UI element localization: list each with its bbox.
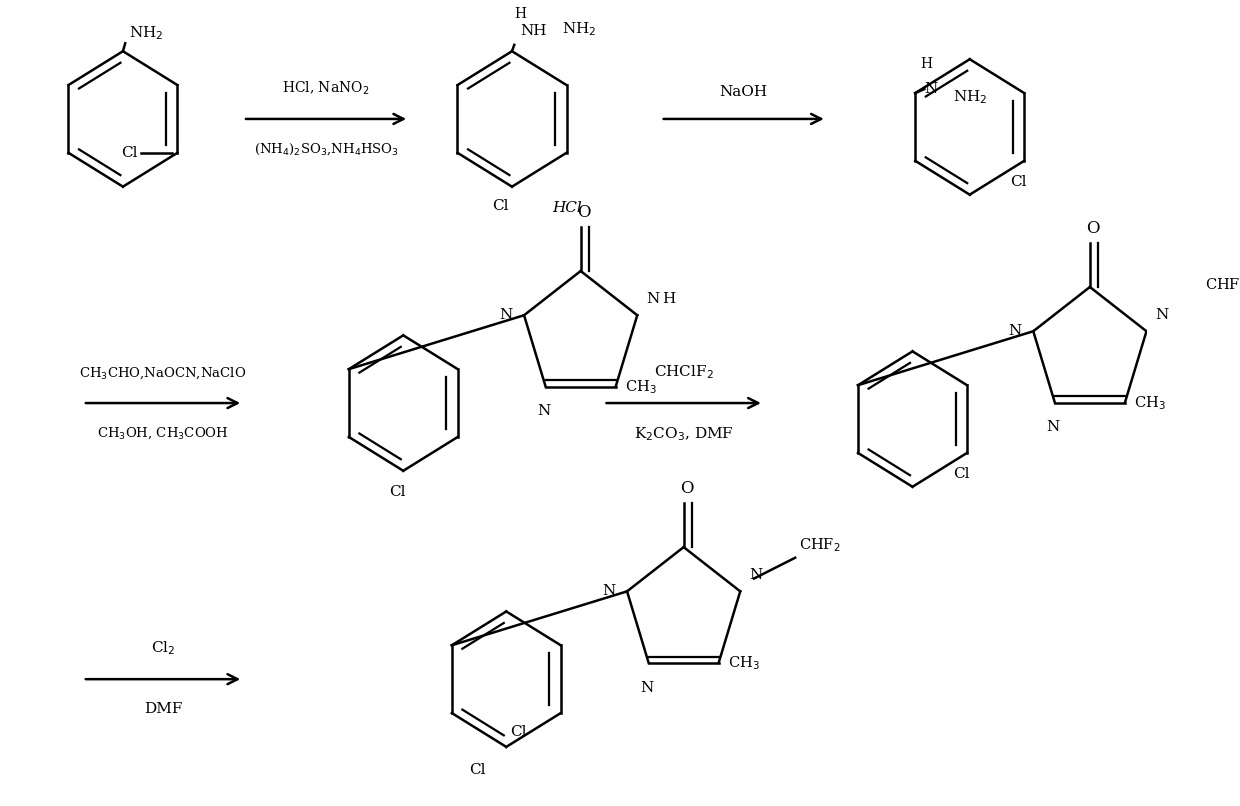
Text: O: O bbox=[681, 480, 694, 496]
Text: H: H bbox=[662, 292, 676, 305]
Text: O: O bbox=[1086, 219, 1100, 237]
Text: N: N bbox=[924, 82, 937, 96]
Text: CH$_3$CHO,NaOCN,NaClO: CH$_3$CHO,NaOCN,NaClO bbox=[79, 365, 247, 380]
Text: H: H bbox=[920, 57, 932, 72]
Text: CHF$_2$: CHF$_2$ bbox=[799, 536, 841, 554]
Text: Cl: Cl bbox=[492, 198, 508, 213]
Text: NH$_2$: NH$_2$ bbox=[954, 88, 987, 106]
Text: CH$_3$: CH$_3$ bbox=[728, 654, 760, 671]
Text: HCl: HCl bbox=[552, 201, 582, 215]
Text: (NH$_4$)$_2$SO$_3$,NH$_4$HSO$_3$: (NH$_4$)$_2$SO$_3$,NH$_4$HSO$_3$ bbox=[253, 141, 398, 157]
Text: N: N bbox=[646, 292, 660, 305]
Text: N: N bbox=[1156, 308, 1169, 322]
Text: Cl: Cl bbox=[954, 467, 970, 481]
Text: DMF: DMF bbox=[144, 701, 182, 716]
Text: CH$_3$: CH$_3$ bbox=[1135, 394, 1166, 412]
Text: NH$_2$: NH$_2$ bbox=[129, 24, 164, 42]
Text: NH: NH bbox=[520, 24, 547, 39]
Text: CH$_3$OH, CH$_3$COOH: CH$_3$OH, CH$_3$COOH bbox=[97, 426, 229, 441]
Text: K$_2$CO$_3$, DMF: K$_2$CO$_3$, DMF bbox=[634, 426, 734, 443]
Text: Cl: Cl bbox=[1011, 175, 1027, 189]
Text: CHF$_2$: CHF$_2$ bbox=[1205, 276, 1240, 293]
Text: O: O bbox=[578, 204, 590, 221]
Text: HCl, NaNO$_2$: HCl, NaNO$_2$ bbox=[283, 79, 370, 97]
Text: Cl: Cl bbox=[120, 146, 138, 160]
Text: N: N bbox=[749, 567, 763, 582]
Text: Cl: Cl bbox=[510, 725, 527, 739]
Text: H: H bbox=[515, 6, 526, 21]
Text: Cl: Cl bbox=[389, 485, 405, 499]
Text: CH$_3$: CH$_3$ bbox=[625, 378, 656, 396]
Text: NaOH: NaOH bbox=[719, 85, 768, 99]
Text: NH$_2$: NH$_2$ bbox=[563, 21, 596, 39]
Text: Cl: Cl bbox=[470, 763, 486, 777]
Text: N: N bbox=[537, 405, 551, 418]
Text: N: N bbox=[640, 680, 653, 695]
Text: Cl$_2$: Cl$_2$ bbox=[151, 639, 175, 657]
Text: N: N bbox=[1047, 421, 1059, 434]
Text: CHClF$_2$: CHClF$_2$ bbox=[653, 363, 713, 380]
Text: N: N bbox=[500, 308, 512, 322]
Text: N: N bbox=[1008, 324, 1022, 339]
Text: N: N bbox=[603, 584, 615, 598]
